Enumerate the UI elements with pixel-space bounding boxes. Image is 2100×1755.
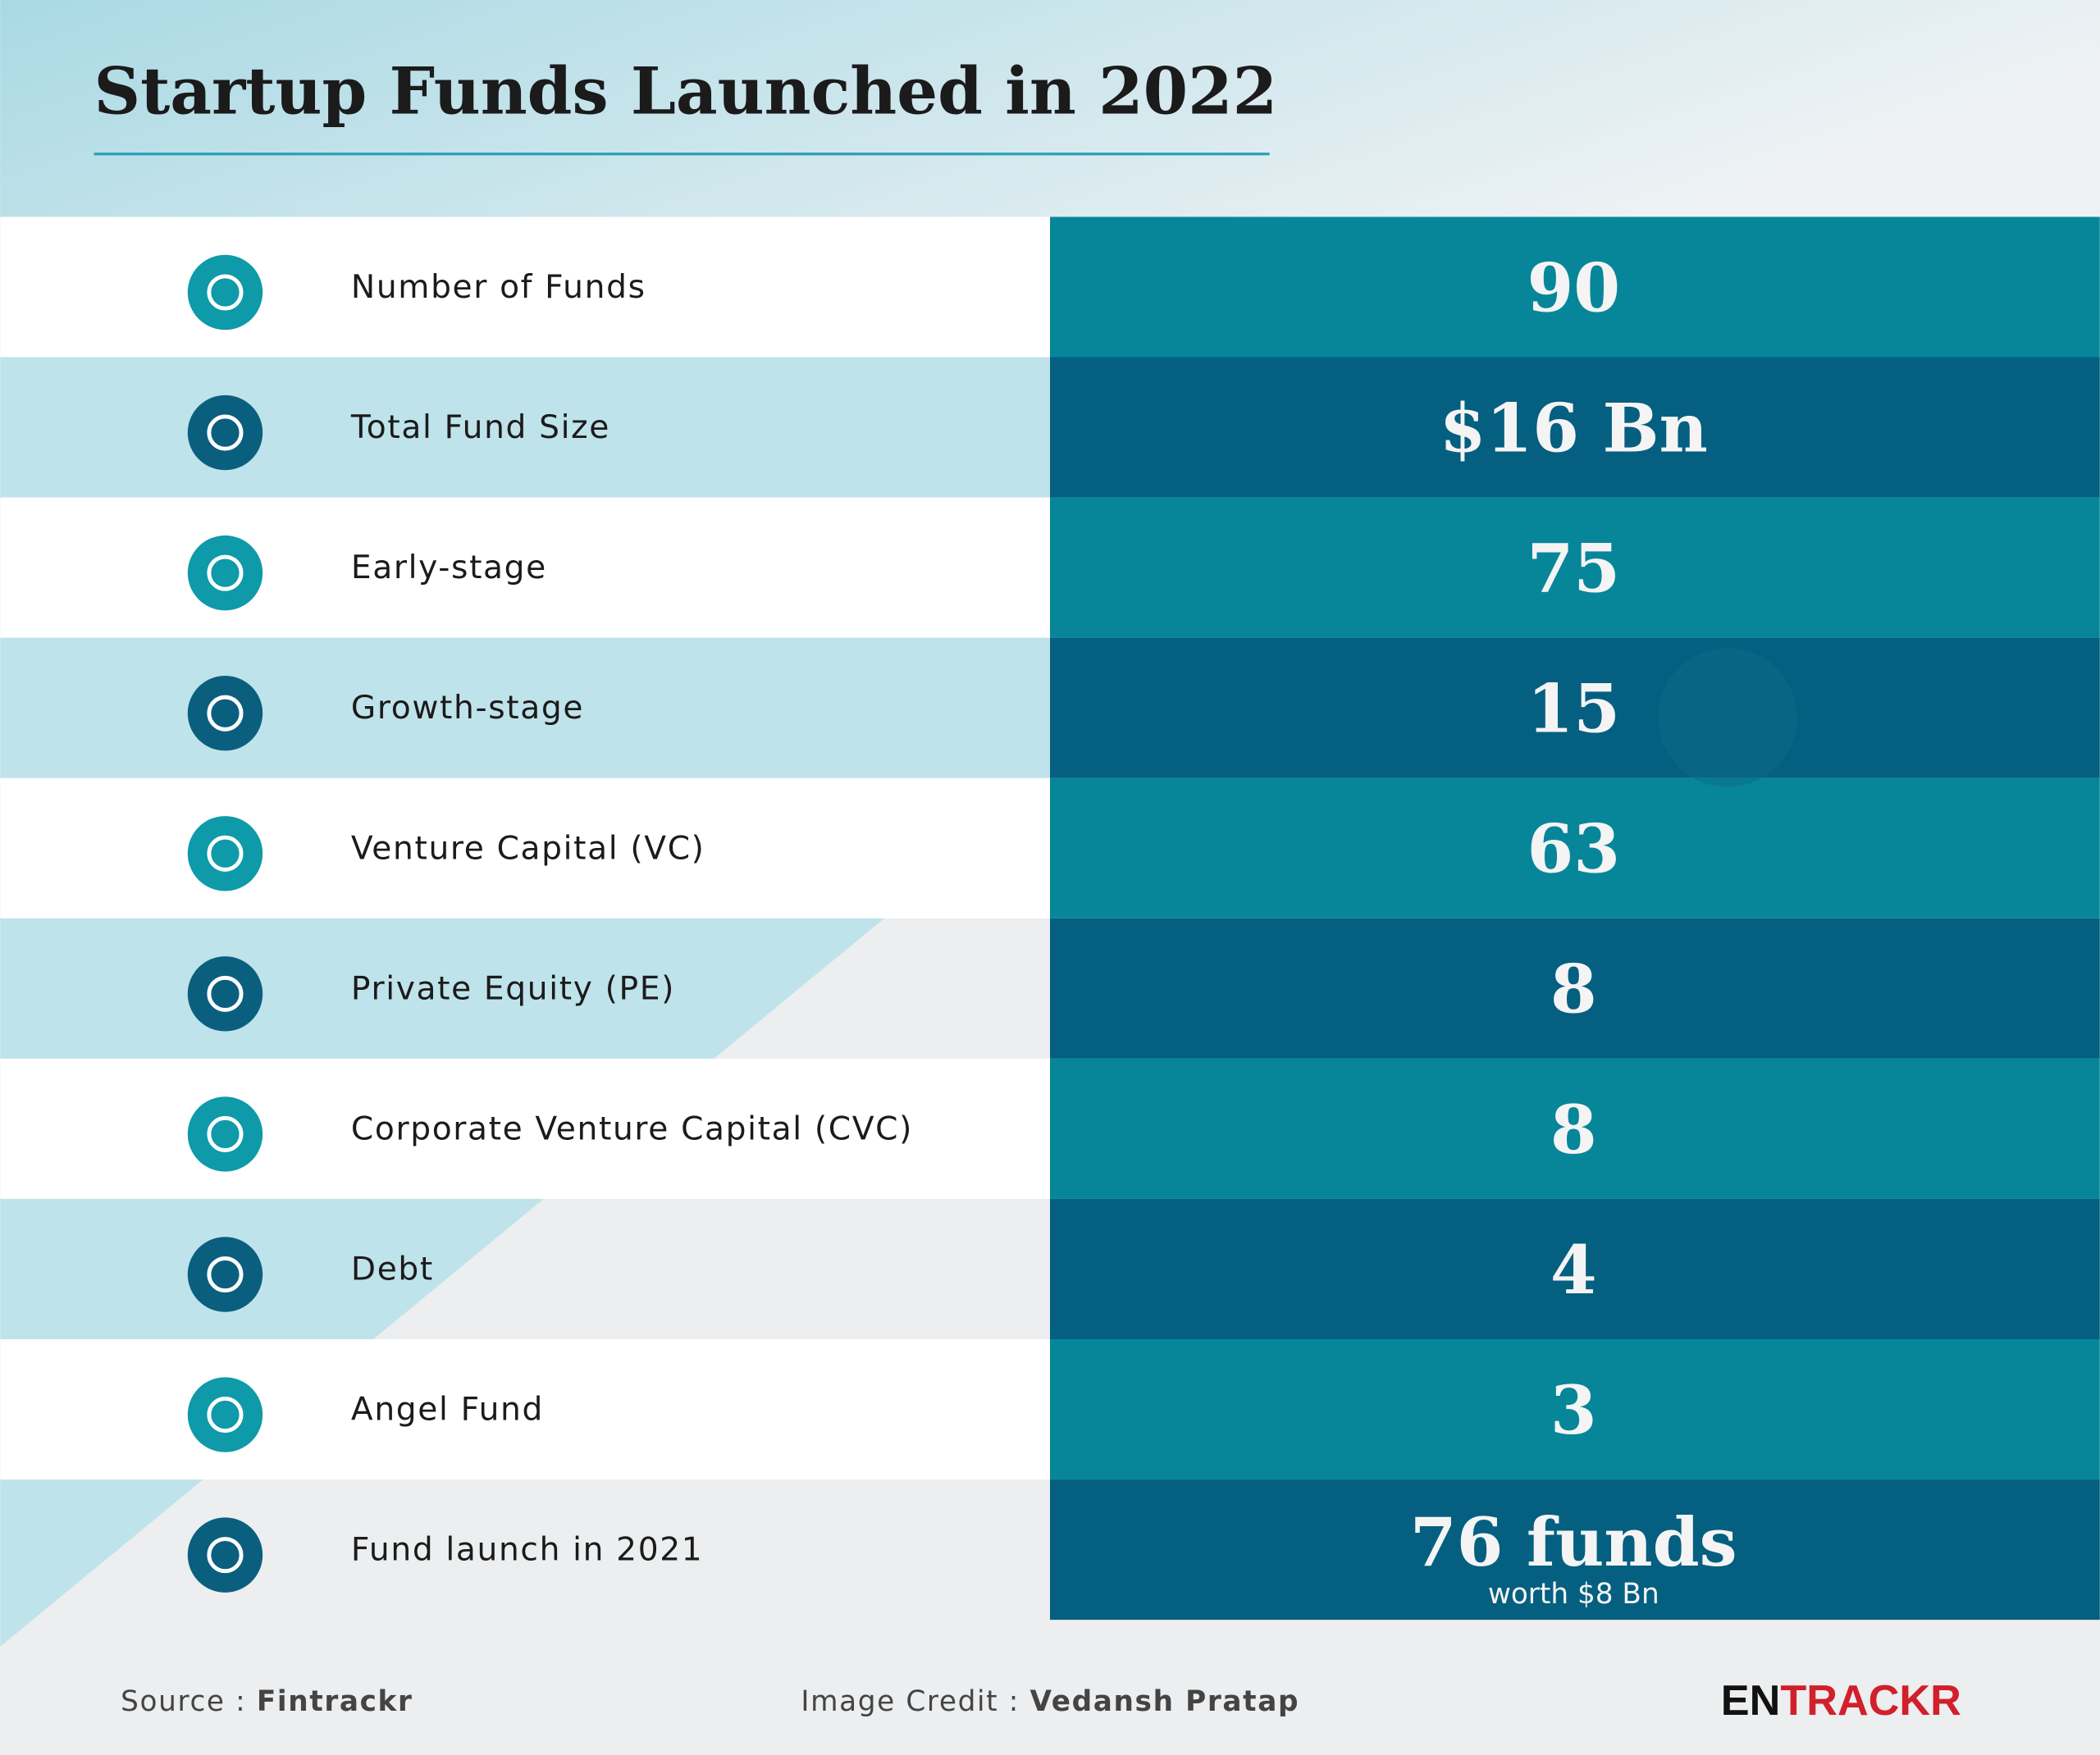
icon-detail (207, 1537, 244, 1574)
icon-detail (207, 1256, 244, 1293)
value-cell (1050, 918, 2100, 1059)
row-label: Fund launch in 2021 (351, 1532, 703, 1569)
value-cell (1050, 1198, 2100, 1339)
icon (187, 394, 263, 471)
value-cell (1050, 1058, 2100, 1199)
row-value: 8 (1550, 950, 1597, 1029)
value-cell (1050, 1338, 2100, 1480)
icon-detail (207, 1115, 244, 1152)
source: Source : Fintrackr (121, 1685, 413, 1718)
value-cell (1050, 497, 2100, 638)
icon-detail (207, 1397, 244, 1434)
icon (187, 816, 263, 891)
row-note: worth $8 Bn (1488, 1578, 1659, 1611)
row-value: 90 (1527, 248, 1620, 327)
icon (187, 254, 263, 330)
source-label: Source : (121, 1685, 246, 1718)
row-background (0, 1338, 1050, 1480)
title: Startup Funds Launched in 2022 (94, 54, 1278, 130)
watermark (1658, 648, 1797, 787)
row-value: 4 (1550, 1231, 1597, 1310)
icon-detail (207, 414, 244, 451)
logo-left: EN (1721, 1677, 1781, 1725)
row-value: 3 (1550, 1371, 1597, 1450)
row-background (0, 777, 1050, 919)
row-value: 63 (1527, 810, 1620, 889)
icon (187, 1517, 263, 1593)
row-label: Private Equity (PE) (351, 970, 675, 1007)
row-label: Total Fund Size (350, 409, 610, 446)
icon (187, 535, 263, 611)
row-label: Number of Funds (351, 269, 646, 306)
row-label: Corporate Venture Capital (CVC) (351, 1110, 913, 1147)
row-label: Debt (351, 1251, 434, 1288)
row-background (0, 497, 1050, 638)
icon (187, 676, 263, 751)
row-value: 8 (1550, 1091, 1597, 1169)
credit-name: Vedansh Pratap (1029, 1685, 1299, 1718)
source-name: Fintrackr (257, 1685, 413, 1718)
icon-detail (207, 835, 244, 872)
header-band (0, 0, 2100, 217)
row-background (0, 217, 1050, 358)
row-label: Angel Fund (351, 1392, 544, 1429)
row-background (0, 1058, 1050, 1199)
value-cell (1050, 217, 2100, 358)
value-cell (1050, 637, 2100, 778)
row-label: Early-stage (351, 549, 547, 586)
table: Number of Funds 90 Total Fund Size $16 Bn Ea… (0, 217, 2100, 1621)
row-value: 15 (1527, 670, 1620, 749)
icon-detail (207, 695, 244, 732)
row-value: 75 (1527, 529, 1620, 608)
credit: Image Credit : Vedansh Pratap (801, 1685, 1299, 1718)
value-cell (1050, 357, 2100, 498)
icon (187, 1377, 263, 1452)
logo-right: TRACKR (1780, 1677, 1961, 1725)
value-cell (1050, 1479, 2100, 1621)
logo: ENTRACKR (1721, 1677, 1961, 1725)
value-cell (1050, 777, 2100, 919)
icon (187, 956, 263, 1032)
icon (187, 1237, 263, 1312)
credit-label: Image Credit : (801, 1685, 1020, 1718)
icon-detail (207, 274, 244, 311)
row-label: Venture Capital (VC) (351, 830, 705, 867)
icon (187, 1096, 263, 1172)
row-value: $16 Bn (1440, 389, 1708, 467)
row-value: 76 funds (1410, 1503, 1737, 1582)
row-label: Growth-stage (351, 690, 584, 727)
icon-detail (207, 975, 244, 1012)
icon-detail (207, 554, 244, 591)
